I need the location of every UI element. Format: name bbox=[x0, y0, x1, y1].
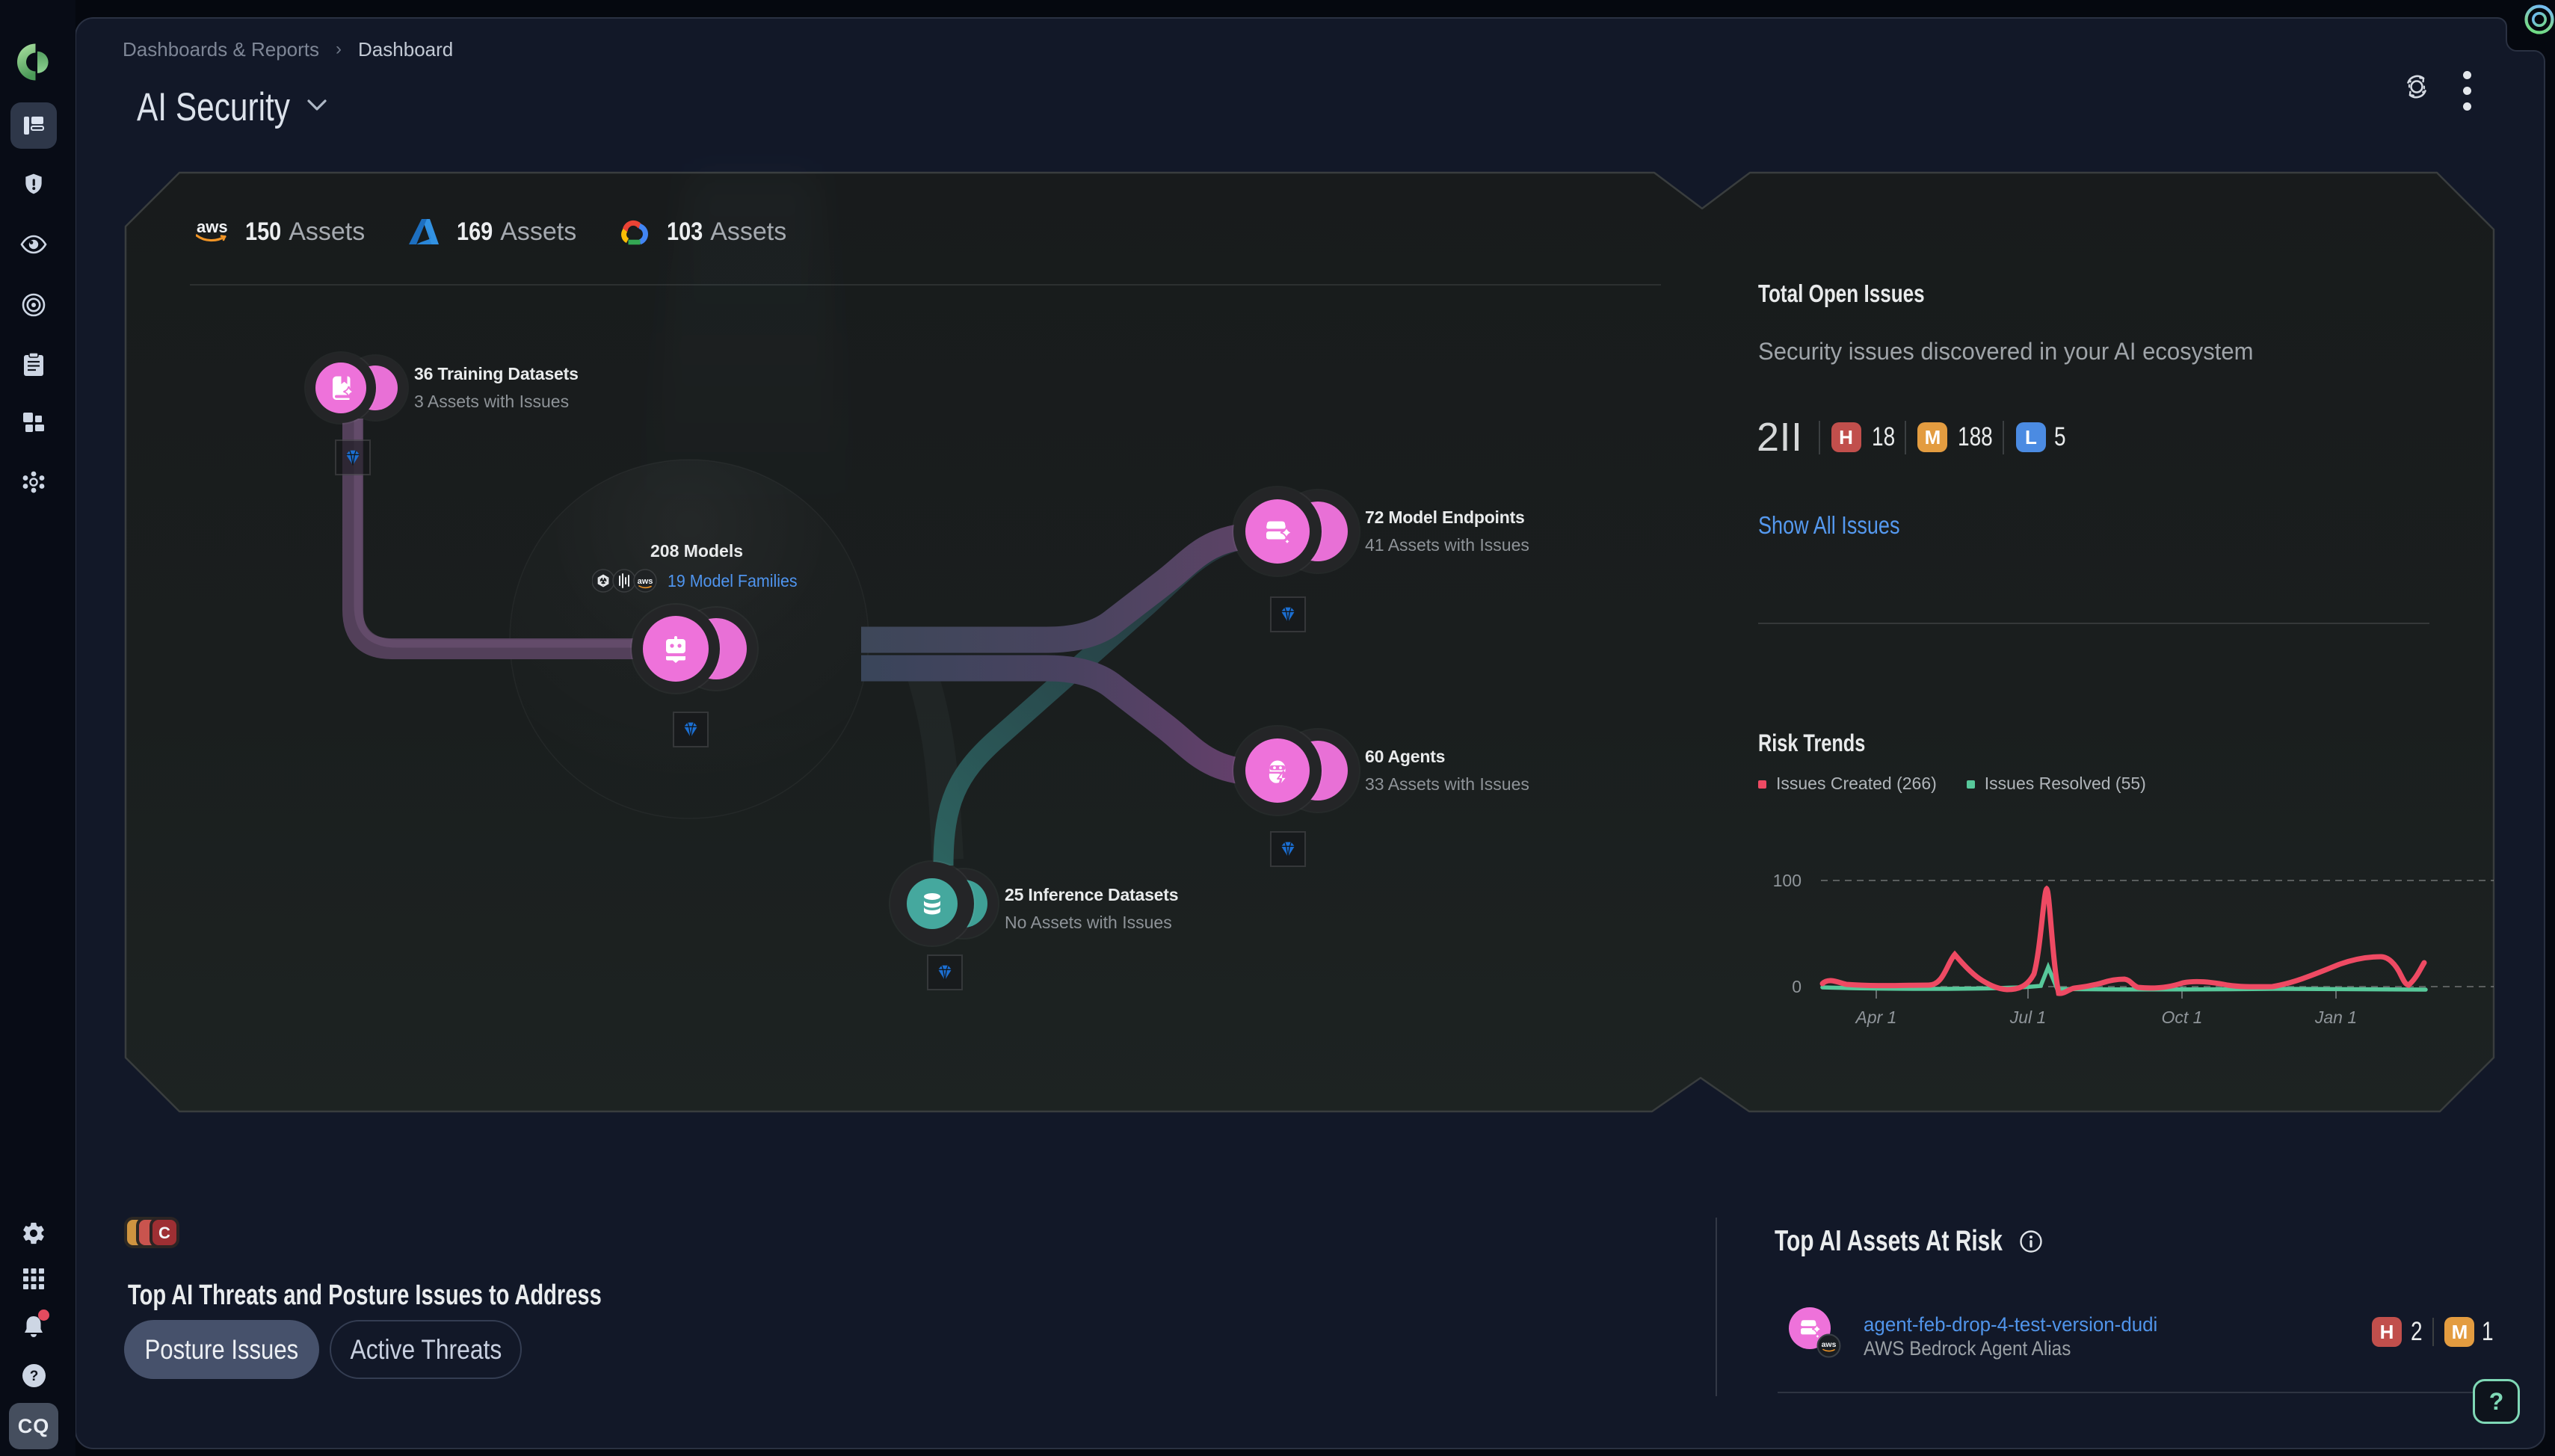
svg-text:aws: aws bbox=[638, 577, 653, 586]
svg-text:C: C bbox=[158, 1224, 170, 1242]
svg-text:?: ? bbox=[30, 1369, 39, 1384]
svg-text:aws: aws bbox=[197, 218, 227, 236]
svg-text:aws: aws bbox=[1822, 1340, 1837, 1349]
